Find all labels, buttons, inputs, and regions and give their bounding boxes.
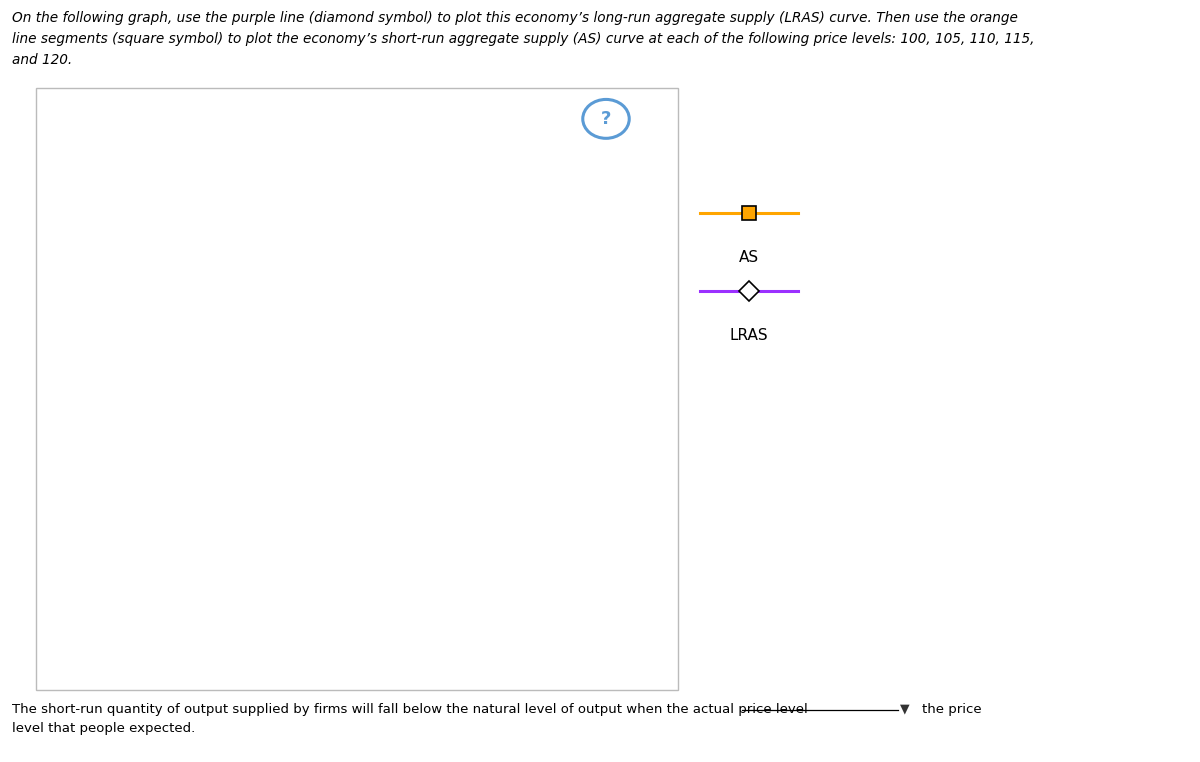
Y-axis label: PRICE LEVEL: PRICE LEVEL: [47, 345, 61, 432]
Text: the price: the price: [922, 703, 982, 716]
Text: AS: AS: [739, 250, 758, 265]
Text: The short-run quantity of output supplied by firms will fall below the natural l: The short-run quantity of output supplie…: [12, 703, 808, 716]
Text: ?: ?: [601, 110, 611, 128]
X-axis label: OUTPUT (Billions of dollars): OUTPUT (Billions of dollars): [274, 674, 464, 688]
Text: ▼: ▼: [900, 703, 910, 716]
Text: On the following graph, use the purple line (diamond symbol) to plot this econom: On the following graph, use the purple l…: [12, 11, 1018, 25]
Text: level that people expected.: level that people expected.: [12, 722, 196, 735]
Text: LRAS: LRAS: [730, 328, 768, 343]
Text: line segments (square symbol) to plot the economy’s short-run aggregate supply (: line segments (square symbol) to plot th…: [12, 32, 1034, 46]
Text: and 120.: and 120.: [12, 53, 72, 66]
